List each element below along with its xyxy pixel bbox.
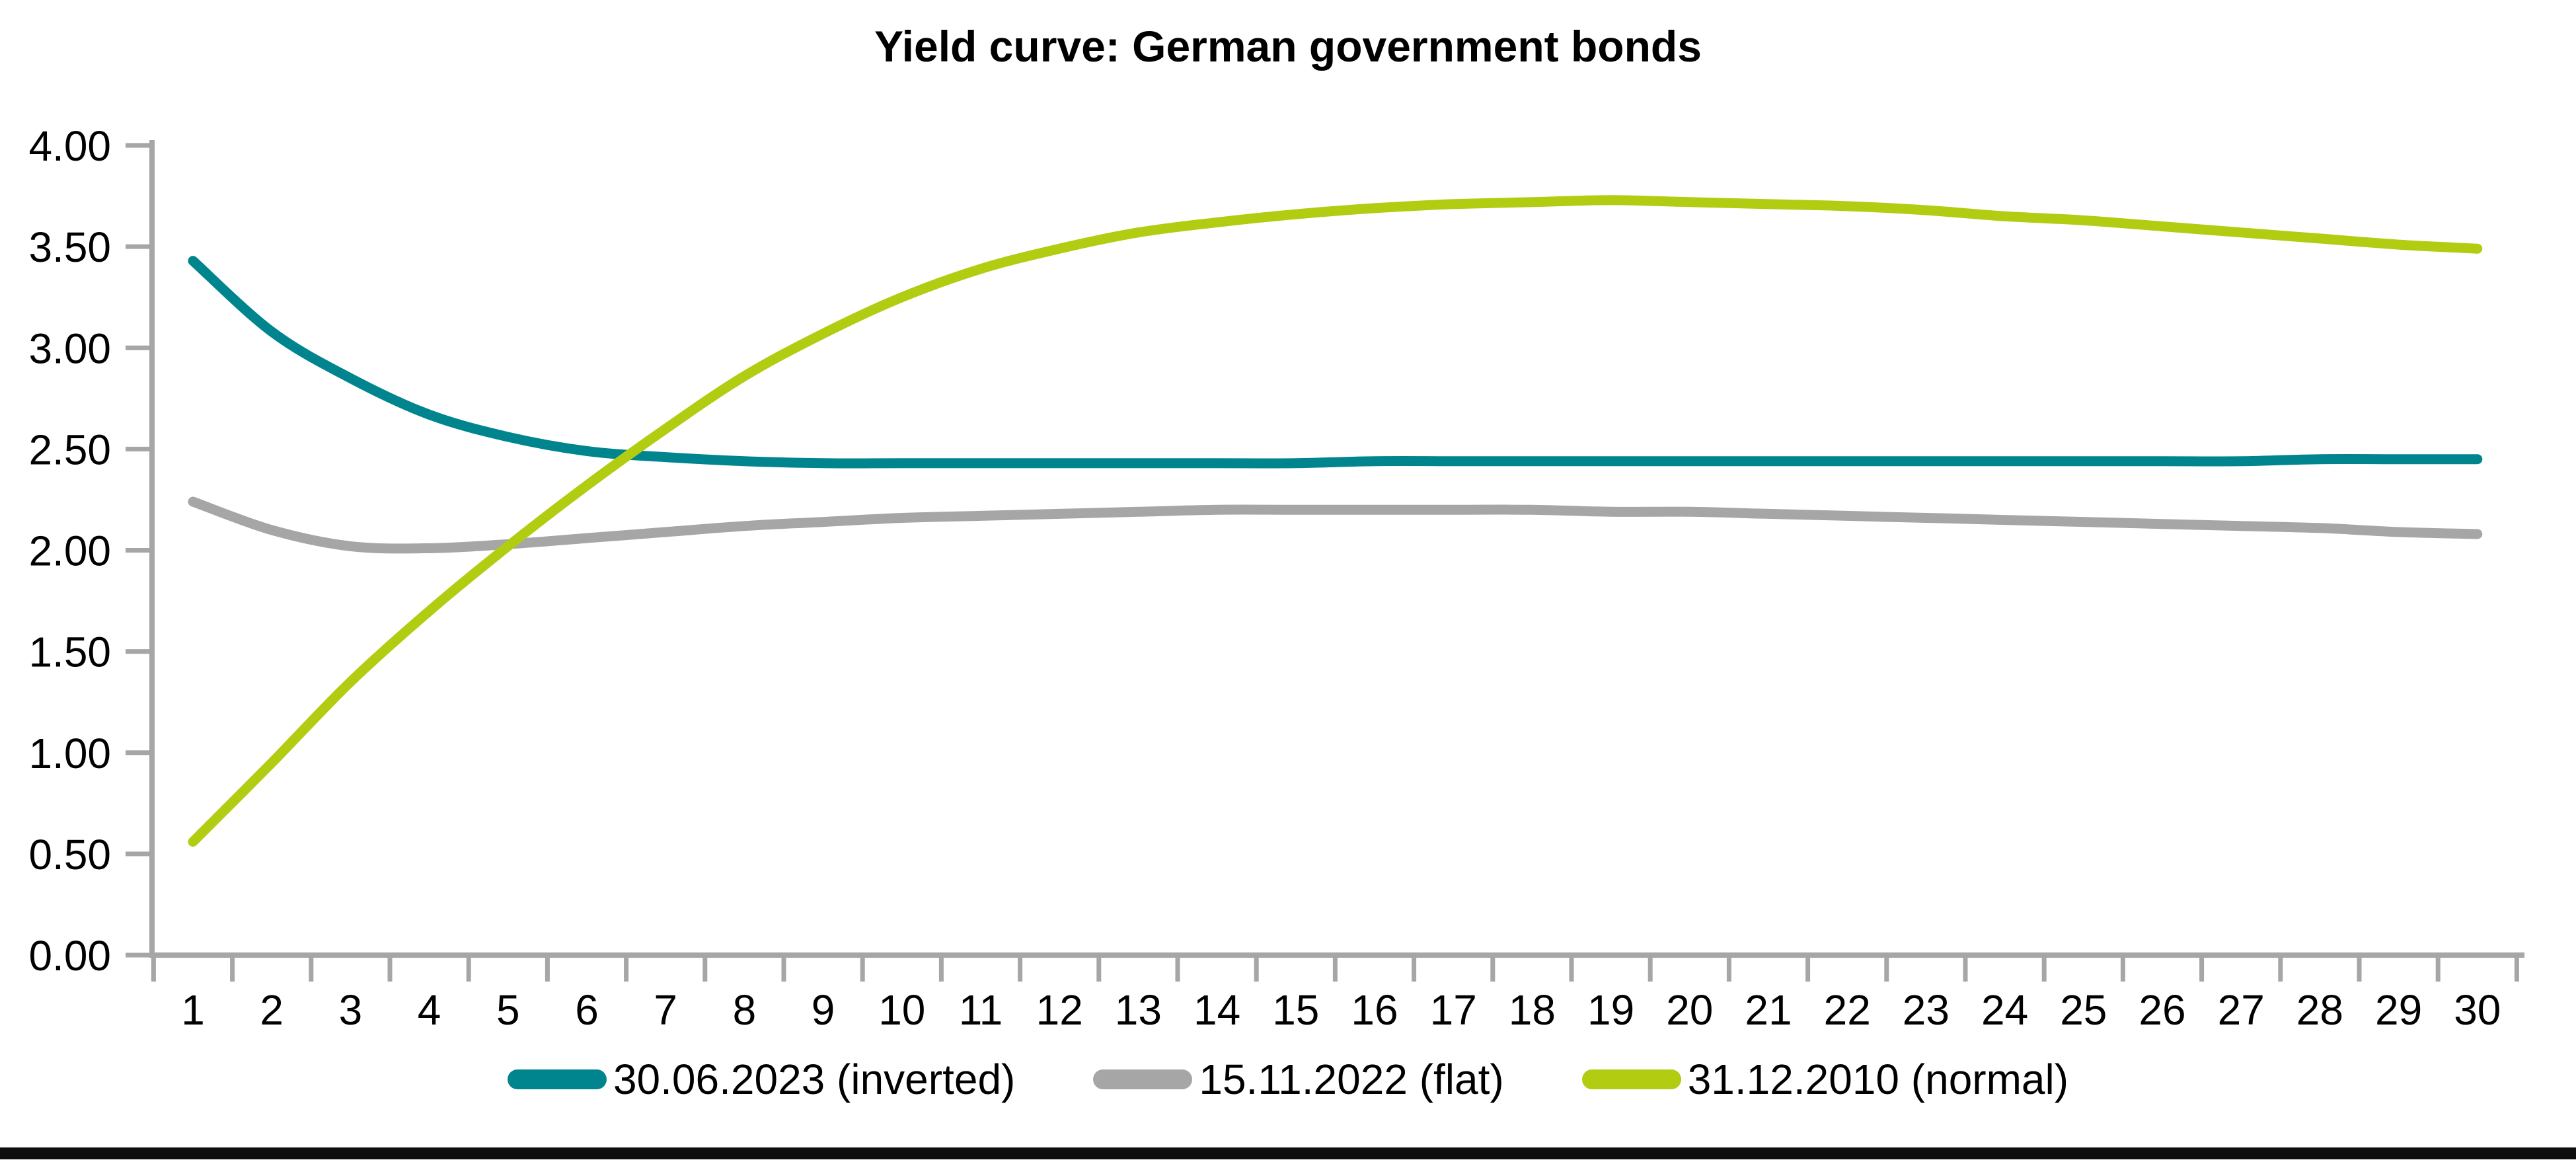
axes — [126, 140, 2524, 982]
series-lines — [188, 195, 2483, 847]
legend-item-normal: 31.12.2010 (normal) — [1581, 1055, 2069, 1104]
svg-text:23: 23 — [1903, 986, 1950, 1034]
svg-text:0.00: 0.00 — [28, 932, 111, 980]
svg-text:4.00: 4.00 — [28, 122, 111, 170]
svg-text:2.00: 2.00 — [28, 527, 111, 575]
svg-text:27: 27 — [2218, 986, 2265, 1034]
svg-text:24: 24 — [1981, 986, 2028, 1034]
svg-text:25: 25 — [2060, 986, 2107, 1034]
legend-swatch-normal — [1581, 1069, 1681, 1089]
svg-text:11: 11 — [959, 986, 1003, 1034]
svg-text:1: 1 — [181, 986, 205, 1034]
svg-text:21: 21 — [1745, 986, 1792, 1034]
legend-label-normal: 31.12.2010 (normal) — [1687, 1056, 2069, 1103]
legend-swatch-flat — [1093, 1069, 1193, 1089]
svg-text:29: 29 — [2375, 986, 2422, 1034]
svg-text:5: 5 — [496, 986, 520, 1034]
svg-text:28: 28 — [2296, 986, 2343, 1034]
svg-text:2: 2 — [260, 986, 284, 1034]
svg-text:6: 6 — [575, 986, 599, 1034]
svg-text:10: 10 — [878, 986, 925, 1034]
svg-text:0.50: 0.50 — [28, 831, 111, 878]
svg-text:4: 4 — [418, 986, 441, 1034]
chart-title: Yield curve: German government bonds — [874, 22, 1702, 71]
svg-text:3: 3 — [339, 986, 363, 1034]
svg-text:1.00: 1.00 — [28, 730, 111, 777]
bottom-border-rule — [0, 1147, 2576, 1159]
y-axis-tick-labels: 4.00 3.50 3.00 2.50 2.00 1.50 1.00 0.50 0.00 — [28, 122, 111, 980]
legend-item-inverted: 30.06.2023 (inverted) — [507, 1055, 1016, 1104]
svg-text:3.50: 3.50 — [28, 223, 111, 271]
svg-text:26: 26 — [2139, 986, 2185, 1034]
svg-text:19: 19 — [1587, 986, 1634, 1034]
svg-text:7: 7 — [654, 986, 677, 1034]
svg-text:13: 13 — [1115, 986, 1162, 1034]
legend-label-inverted: 30.06.2023 (inverted) — [613, 1056, 1016, 1103]
svg-text:1.50: 1.50 — [28, 629, 111, 676]
legend-item-flat: 15.11.2022 (flat) — [1093, 1055, 1504, 1104]
x-axis-tick-labels: 1 2 3 4 5 6 7 8 9 10 11 12 13 14 15 16 17 18 19 20 21 22 23 24 2… — [181, 986, 2501, 1034]
svg-text:14: 14 — [1193, 986, 1240, 1034]
svg-text:17: 17 — [1430, 986, 1477, 1034]
svg-text:15: 15 — [1272, 986, 1319, 1034]
svg-text:20: 20 — [1666, 986, 1713, 1034]
svg-text:2.50: 2.50 — [28, 426, 111, 473]
svg-text:8: 8 — [733, 986, 757, 1034]
svg-text:9: 9 — [812, 986, 835, 1034]
svg-text:30: 30 — [2454, 986, 2501, 1034]
legend-swatch-inverted — [507, 1069, 607, 1089]
svg-text:3.00: 3.00 — [28, 325, 111, 372]
svg-text:16: 16 — [1351, 986, 1398, 1034]
svg-text:12: 12 — [1036, 986, 1083, 1034]
svg-text:18: 18 — [1509, 986, 1556, 1034]
legend: 30.06.2023 (inverted) 15.11.2022 (flat) … — [0, 1055, 2576, 1104]
svg-text:22: 22 — [1824, 986, 1871, 1034]
legend-label-flat: 15.11.2022 (flat) — [1199, 1056, 1504, 1103]
